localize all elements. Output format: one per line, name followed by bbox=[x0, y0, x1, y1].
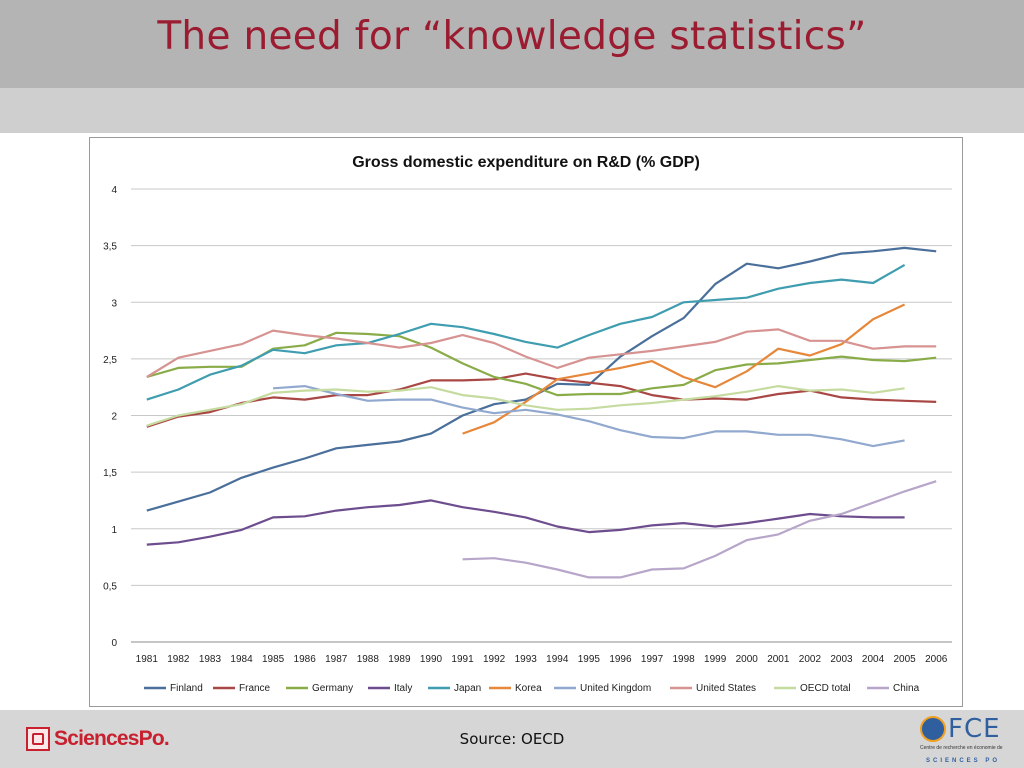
x-axis-ticks: 1981 1982 1983 1984 1985 1986 1987 1988 1989 1990… bbox=[136, 654, 948, 665]
x-tick-label: 1993 bbox=[515, 654, 538, 665]
legend-label: United States bbox=[696, 683, 756, 694]
legend: Finland France Germany Italy Japan Korea Unite… bbox=[144, 683, 920, 694]
footer-band bbox=[0, 710, 1024, 768]
legend-label: France bbox=[239, 683, 271, 694]
y-tick-label: 2,5 bbox=[103, 355, 117, 366]
y-tick-label: 4 bbox=[111, 185, 117, 196]
slide-title: The need for “knowledge statistics” bbox=[157, 14, 867, 59]
x-tick-label: 2001 bbox=[767, 654, 790, 665]
series-line-korea bbox=[462, 303, 906, 435]
rd-expenditure-line-chart: Gross domestic expenditure on R&D (% GDP… bbox=[103, 154, 952, 694]
x-tick-label: 1999 bbox=[704, 654, 727, 665]
sciencespo-logo-text: SciencesPo. bbox=[54, 727, 170, 750]
sciencespo-emblem-icon bbox=[26, 727, 50, 751]
legend-label: United Kingdom bbox=[580, 683, 651, 694]
sciencespo-logo: SciencesPo. bbox=[26, 724, 170, 754]
legend-item: Finland bbox=[144, 683, 203, 694]
y-tick-label: 3 bbox=[111, 298, 117, 309]
globe-icon bbox=[920, 716, 946, 742]
y-axis-ticks: 0 0,5 1 1,5 2 2,5 3 3,5 4 bbox=[103, 185, 117, 649]
x-tick-label: 1984 bbox=[230, 654, 253, 665]
series-lines bbox=[146, 246, 937, 579]
series-line-china bbox=[462, 480, 937, 579]
legend-item: Japan bbox=[428, 683, 481, 694]
series-line-france bbox=[146, 372, 937, 428]
series-line-japan bbox=[146, 263, 906, 401]
x-tick-label: 1994 bbox=[546, 654, 569, 665]
legend-label: Germany bbox=[312, 683, 353, 694]
legend-label: China bbox=[893, 683, 920, 694]
x-tick-label: 2003 bbox=[830, 654, 853, 665]
gridlines bbox=[131, 188, 952, 643]
ofce-logo-subtitle-2: SCIENCES PO bbox=[926, 758, 1001, 764]
x-tick-label: 1981 bbox=[136, 654, 159, 665]
y-tick-label: 1 bbox=[111, 525, 117, 536]
legend-item: Korea bbox=[489, 683, 542, 694]
x-tick-label: 2004 bbox=[862, 654, 885, 665]
title-sub-band bbox=[0, 88, 1024, 133]
y-tick-label: 0,5 bbox=[103, 581, 117, 592]
series-line-germany bbox=[146, 331, 937, 397]
x-tick-label: 1997 bbox=[641, 654, 664, 665]
legend-item: United Kingdom bbox=[554, 683, 651, 694]
legend-item: France bbox=[213, 683, 271, 694]
legend-item: Italy bbox=[368, 683, 412, 694]
series-line-finland bbox=[146, 246, 937, 512]
x-tick-label: 1985 bbox=[262, 654, 285, 665]
x-tick-label: 2002 bbox=[799, 654, 822, 665]
legend-item: United States bbox=[670, 683, 756, 694]
series-line-oecd-total bbox=[146, 385, 905, 427]
x-tick-label: 1992 bbox=[483, 654, 506, 665]
x-tick-label: 1990 bbox=[420, 654, 443, 665]
x-tick-label: 1988 bbox=[357, 654, 380, 665]
title-band bbox=[0, 0, 1024, 88]
y-tick-label: 3,5 bbox=[103, 242, 117, 253]
chart-title: Gross domestic expenditure on R&D (% GDP… bbox=[352, 154, 700, 171]
ofce-logo-subtitle: Centre de recherche en économie de bbox=[920, 745, 1003, 751]
x-tick-label: 1982 bbox=[167, 654, 190, 665]
series-line-united-kingdom bbox=[273, 385, 905, 448]
x-tick-label: 2005 bbox=[894, 654, 917, 665]
series-line-united-states bbox=[146, 328, 937, 378]
x-tick-label: 1991 bbox=[451, 654, 474, 665]
legend-label: Italy bbox=[394, 683, 412, 694]
ofce-logo: FCE Centre de recherche en économie de S… bbox=[920, 714, 1012, 766]
x-tick-label: 1998 bbox=[672, 654, 695, 665]
x-tick-label: 1987 bbox=[325, 654, 348, 665]
x-tick-label: 1996 bbox=[609, 654, 632, 665]
x-tick-label: 1995 bbox=[578, 654, 601, 665]
x-tick-label: 1989 bbox=[388, 654, 411, 665]
x-tick-label: 1986 bbox=[294, 654, 317, 665]
legend-item: Germany bbox=[286, 683, 353, 694]
x-tick-label: 2000 bbox=[736, 654, 759, 665]
y-tick-label: 0 bbox=[111, 638, 117, 649]
legend-label: Japan bbox=[454, 683, 481, 694]
legend-label: Finland bbox=[170, 683, 203, 694]
chart-frame: Gross domestic expenditure on R&D (% GDP… bbox=[89, 137, 963, 707]
legend-label: Korea bbox=[515, 683, 542, 694]
legend-item: China bbox=[867, 683, 920, 694]
x-tick-label: 2006 bbox=[925, 654, 948, 665]
source-note: Source: OECD bbox=[459, 730, 565, 748]
ofce-logo-text: FCE bbox=[948, 714, 1001, 744]
series-line-italy bbox=[146, 499, 905, 546]
x-tick-label: 1983 bbox=[199, 654, 222, 665]
y-tick-label: 1,5 bbox=[103, 468, 117, 479]
legend-item: OECD total bbox=[774, 683, 851, 694]
y-tick-label: 2 bbox=[111, 412, 117, 423]
legend-label: OECD total bbox=[800, 683, 851, 694]
